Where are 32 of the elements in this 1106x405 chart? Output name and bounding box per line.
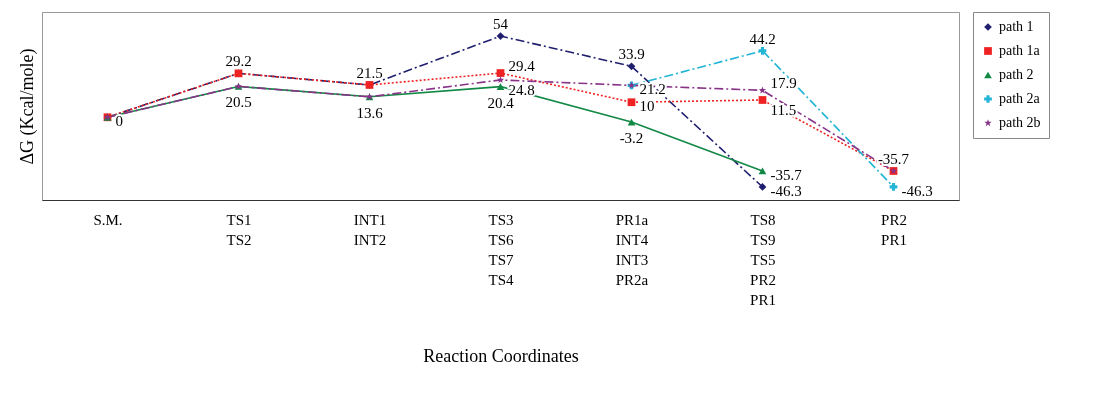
data-label: 21.5 (356, 64, 383, 81)
x-tick-label: TS8 TS9 TS5 PR2 PR1 (750, 211, 776, 308)
legend-label: path 2a (999, 91, 1041, 106)
data-label: 10 (639, 98, 655, 115)
data-label: -3.2 (619, 130, 644, 147)
data-label: -35.7 (877, 150, 910, 167)
x-tick-label: PR1a INT4 INT3 PR2a (615, 211, 649, 288)
x-tick-label: PR2 PR1 (881, 211, 907, 248)
data-label: 33.9 (618, 46, 645, 63)
legend-label: path 1a (999, 43, 1041, 58)
data-label: -46.3 (770, 182, 802, 199)
legend-label: path 2b (999, 115, 1041, 130)
data-label: -46.3 (901, 182, 933, 199)
data-label: 20.5 (225, 94, 252, 111)
data-label: 20.4 (487, 94, 515, 111)
x-axis-title: Reaction Coordinates (423, 345, 579, 366)
data-label: 17.9 (770, 75, 797, 92)
legend-label: path 2 (999, 67, 1034, 82)
x-tick-label: INT1 INT2 (353, 211, 387, 248)
data-label: -35.7 (770, 166, 803, 183)
x-tick-label: TS1 TS2 (226, 211, 252, 248)
data-label: 29.2 (225, 53, 252, 70)
data-label: 13.6 (356, 104, 384, 121)
x-tick-label: TS3 TS6 TS7 TS4 (488, 211, 514, 288)
data-label: 11.5 (770, 101, 797, 118)
data-label: 0 (115, 113, 123, 130)
data-label: 44.2 (749, 30, 776, 47)
data-label: 54 (493, 16, 509, 33)
x-tick-label: S.M. (93, 211, 123, 228)
data-label: 29.4 (508, 58, 536, 75)
y-axis-title: ΔG (Kcal/mole) (16, 48, 38, 165)
legend-label: path 1 (999, 19, 1034, 34)
